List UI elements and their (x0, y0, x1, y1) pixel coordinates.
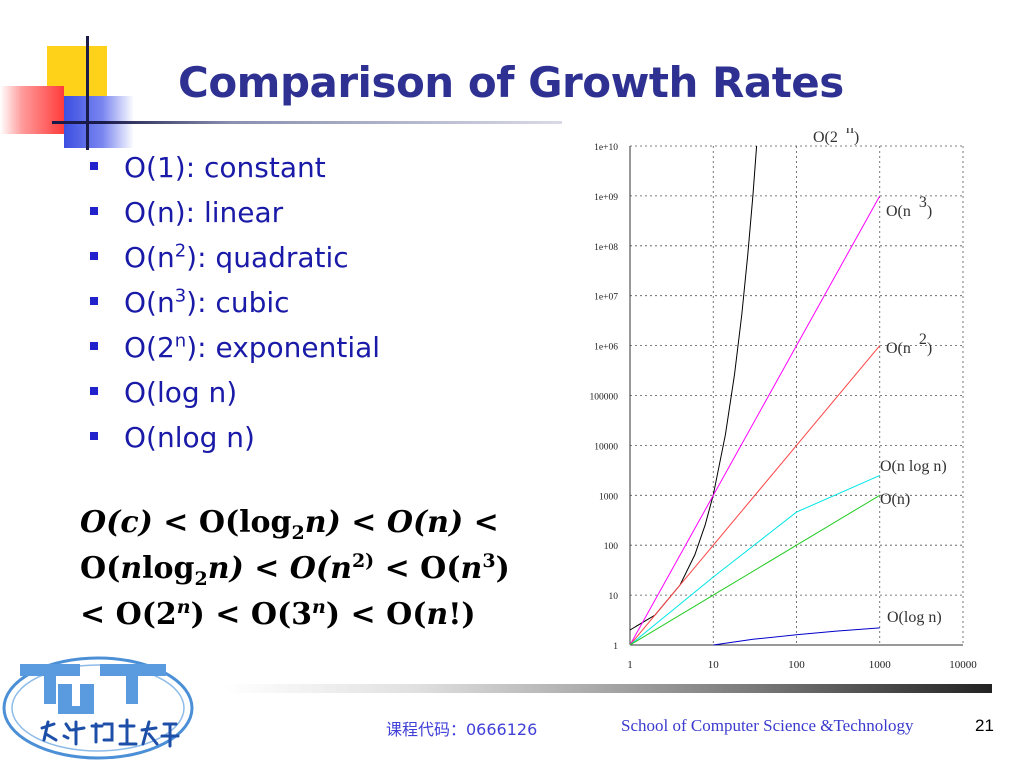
series-label: O(n log n) (880, 458, 947, 475)
decor-vertical-line (86, 36, 89, 150)
bullet-list: O(1): constant O(n): linear O(n2): quadr… (90, 148, 380, 463)
x-tick-label: 1 (627, 659, 633, 671)
y-tick-label: 1000 (599, 492, 618, 502)
bullet-marker-icon (90, 207, 98, 215)
bullet-item: O(n2): quadratic (90, 238, 380, 283)
inequality-line-3: < O(2n) < O(3n) < O(n!) (80, 596, 476, 632)
bullet-text: O(nlog n) (124, 421, 255, 454)
x-tick-label: 100 (788, 659, 805, 671)
series-label: O(n3) (886, 194, 932, 220)
bullet-item: O(n): linear (90, 193, 380, 238)
bullet-superscript: 2 (174, 240, 187, 262)
y-tick-label: 1e+09 (594, 193, 618, 203)
bullet-marker-icon (90, 387, 98, 395)
bullet-text: O(n (124, 241, 175, 274)
y-tick-label: 1e+07 (594, 293, 618, 303)
series-label: O(n2) (886, 331, 932, 357)
series-label: O(2n) (813, 128, 859, 146)
bullet-text: ): quadratic (186, 241, 349, 274)
bullet-item: O(1): constant (90, 148, 380, 193)
y-tick-label: 1e+10 (594, 143, 618, 153)
school-name: School of Computer Science &Technology (621, 716, 914, 735)
x-tick-label: 10000 (949, 659, 977, 671)
bullet-text: ): exponential (186, 331, 381, 364)
bullet-marker-icon (90, 162, 98, 170)
inequality-line-1: O(c) < O(log2n) < O(n) < (80, 505, 499, 544)
inequality-line-2: O(nlog2n) < O(n2) < O(n3) (80, 550, 510, 590)
series-line (713, 627, 880, 646)
bullet-text: O(log n) (124, 376, 238, 409)
bullet-marker-icon (90, 342, 98, 350)
series-line (629, 195, 881, 646)
bullet-item: O(2n): exponential (90, 328, 380, 373)
bullet-marker-icon (90, 252, 98, 260)
bullet-text: O(n (124, 286, 175, 319)
series-line (629, 494, 881, 646)
series-label: O(n) (880, 491, 910, 508)
growth-rate-inequality: O(c) < O(log2n) < O(n) < O(nlog2n) < O(n… (80, 500, 510, 638)
page-number: 21 (975, 716, 994, 735)
y-tick-label: 10 (609, 592, 619, 602)
series-label: O(log n) (887, 609, 942, 626)
bullet-superscript: n (174, 330, 187, 352)
title-underline (52, 121, 562, 124)
series-line (629, 145, 758, 631)
x-tick-label: 10 (708, 659, 720, 671)
slide-title: Comparison of Growth Rates (178, 58, 844, 107)
bullet-text: ): cubic (186, 286, 290, 319)
university-logo (2, 656, 194, 760)
y-tick-label: 1e+08 (594, 243, 618, 253)
bullet-item: O(log n) (90, 373, 380, 418)
decor-red-bar (0, 86, 64, 134)
bullet-marker-icon (90, 297, 98, 305)
series-line (629, 345, 881, 646)
y-tick-label: 1e+06 (594, 343, 618, 353)
y-tick-label: 100 (604, 542, 619, 552)
bullet-text: O(n): linear (124, 196, 284, 229)
bullet-text: O(2 (124, 331, 175, 364)
bullet-marker-icon (90, 432, 98, 440)
y-tick-label: 1 (613, 642, 618, 652)
y-tick-label: 100000 (590, 393, 619, 403)
bullet-text: O(1): constant (124, 151, 326, 184)
bullet-item: O(nlog n) (90, 418, 380, 463)
growth-rate-chart: 1 10 100 1000 10000 1 10 100 1000 10000 100000 1e+0… (590, 128, 978, 671)
footer-rule (225, 684, 992, 693)
x-tick-label: 1000 (869, 659, 892, 671)
course-code: 课程代码：0666126 (386, 720, 538, 739)
bullet-superscript: 3 (174, 285, 187, 307)
series-line (629, 474, 881, 646)
y-tick-label: 10000 (594, 442, 618, 452)
bullet-item: O(n3): cubic (90, 283, 380, 328)
